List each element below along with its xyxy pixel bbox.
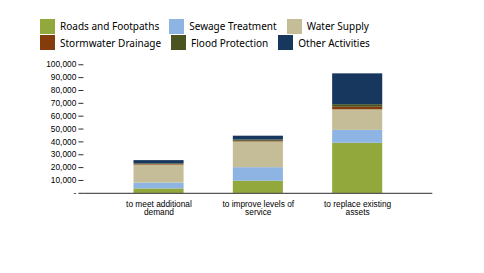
svg-text:100,000: 100,000	[46, 59, 76, 69]
svg-text:90,000: 90,000	[51, 72, 77, 82]
svg-text:to improve levels ofservice: to improve levels ofservice	[222, 199, 294, 217]
svg-text:40,000: 40,000	[51, 137, 77, 147]
svg-text:to replace existingassets: to replace existingassets	[324, 199, 391, 217]
html-text:Stormwater Drainage: Stormwater Drainage	[60, 35, 162, 50]
svg-text:10,000: 10,000	[51, 175, 77, 185]
svg-text:to meet additionaldemand: to meet additionaldemand	[126, 199, 192, 217]
html-text:Sewage Treatment: Sewage Treatment	[189, 19, 277, 34]
svg-text:50,000: 50,000	[51, 124, 77, 134]
html-text:Roads and Footpaths: Roads and Footpaths	[60, 19, 160, 34]
svg-text:-: -	[74, 188, 77, 198]
svg-text:60,000: 60,000	[51, 111, 77, 121]
svg-text:30,000: 30,000	[51, 149, 77, 159]
html-text:Other Activities: Other Activities	[298, 35, 370, 50]
svg-text:70,000: 70,000	[51, 98, 77, 108]
svg-text:20,000: 20,000	[51, 162, 77, 172]
html-text:Water Supply: Water Supply	[306, 19, 369, 34]
svg-text:80,000: 80,000	[51, 85, 77, 95]
html-text:Flood Protection: Flood Protection	[191, 35, 269, 50]
